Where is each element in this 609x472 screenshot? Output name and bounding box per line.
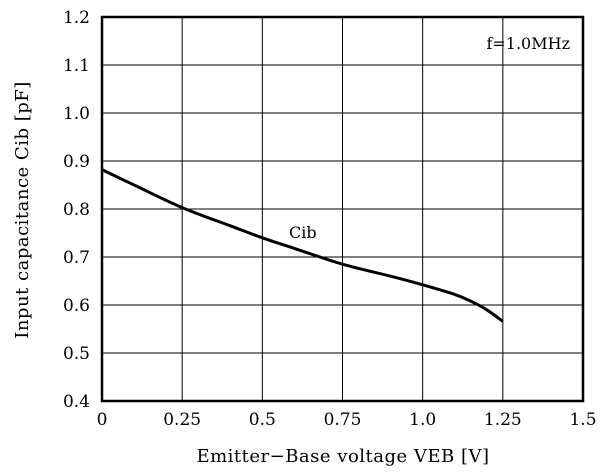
x-tick-label: 1.5 [569,410,596,430]
y-tick-label: 0.6 [63,296,90,316]
x-tick-label: 0 [97,410,108,430]
x-axis-label: Emitter−Base voltage VEB [V] [196,446,489,467]
x-tick-label: 1.0 [409,410,436,430]
x-tick-label: 0.75 [324,410,362,430]
annotation-frequency: f=1.0MHz [486,34,570,53]
annotation-cib: Cib [289,223,317,242]
series-line-cib [101,168,504,323]
y-tick-label: 0.9 [63,152,90,172]
y-tick-label: 1.0 [63,104,90,124]
grid-lines [102,17,583,401]
y-tick-label: 0.5 [63,344,90,364]
x-tick-label: 0.25 [163,410,201,430]
y-tick-label: 1.2 [63,8,90,28]
y-tick-label: 0.7 [63,248,90,268]
y-tick-label: 1.1 [63,56,90,76]
y-tick-labels: 0.4 0.5 0.6 0.7 0.8 0.9 1.0 1.1 1.2 [63,8,90,412]
series-layer [101,168,504,323]
y-axis-label: Input capacitance Cib [pF] [12,81,33,339]
x-tick-label: 1.25 [484,410,522,430]
y-tick-label: 0.8 [63,200,90,220]
plot-frame [100,15,585,403]
x-tick-label: 0.5 [249,410,276,430]
y-tick-label: 0.4 [63,392,90,412]
x-tick-labels: 0 0.25 0.5 0.75 1.0 1.25 1.5 [97,410,597,430]
